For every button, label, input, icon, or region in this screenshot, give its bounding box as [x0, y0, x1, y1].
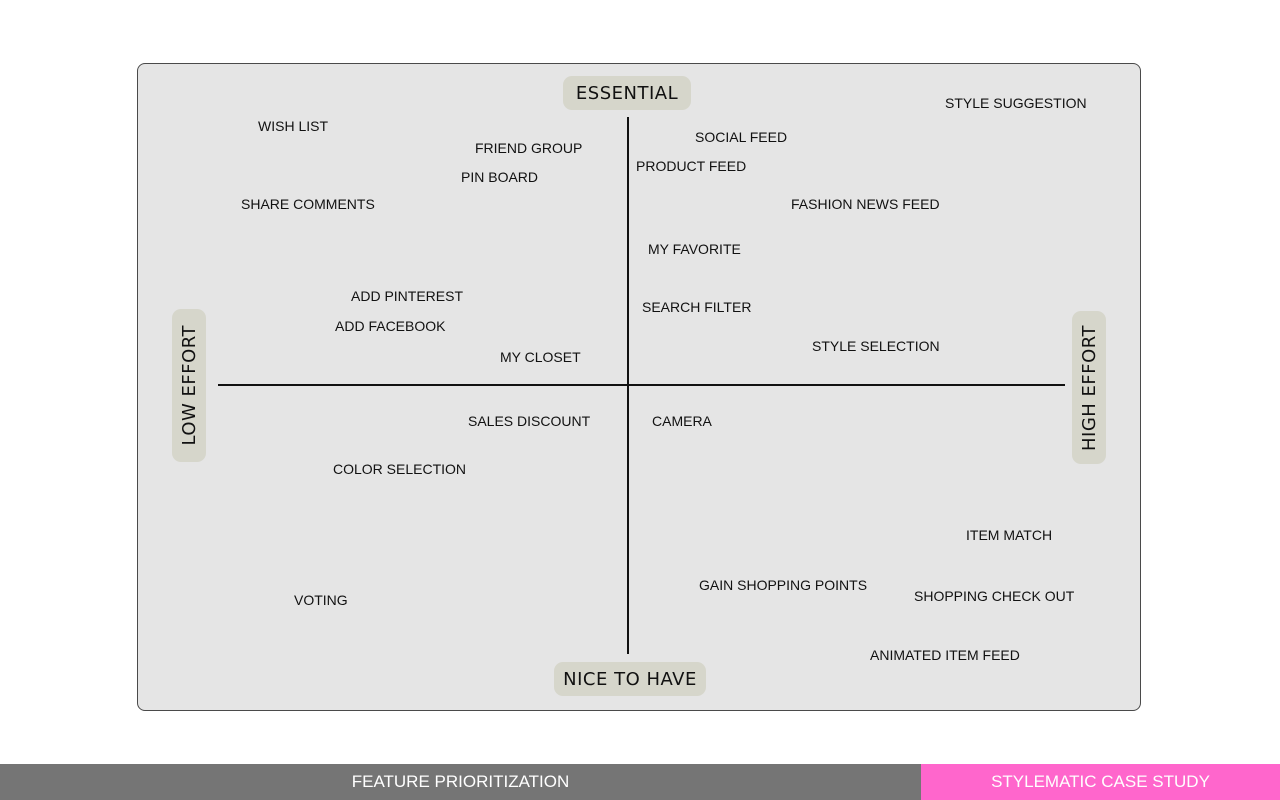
feature-share-comments: SHARE COMMENTS — [241, 196, 375, 212]
feature-sales-discount: SALES DISCOUNT — [468, 413, 591, 429]
feature-fashion-news-feed: FASHION NEWS FEED — [791, 196, 940, 212]
footer-project-title: STYLEMATIC CASE STUDY — [921, 764, 1280, 800]
feature-search-filter: SEARCH FILTER — [642, 299, 752, 315]
feature-add-pinterest: ADD PINTEREST — [351, 288, 464, 304]
feature-pin-board: PIN BOARD — [461, 169, 539, 185]
feature-camera: CAMERA — [652, 413, 712, 429]
priority-axis-line — [627, 117, 629, 654]
feature-friend-group: FRIEND GROUP — [475, 140, 583, 156]
feature-voting: VOTING — [294, 592, 348, 608]
feature-animated-item-feed: ANIMATED ITEM FEED — [870, 647, 1020, 663]
feature-color-selection: COLOR SELECTION — [333, 461, 467, 477]
footer-section-title: FEATURE PRIORITIZATION — [0, 764, 921, 800]
axis-label-nice-to-have: NICE TO HAVE — [554, 662, 706, 696]
feature-style-suggestion: STYLE SUGGESTION — [945, 95, 1087, 111]
axis-label-low-effort-pill: LOW EFFORT — [172, 309, 206, 462]
feature-style-selection: STYLE SELECTION — [812, 338, 940, 354]
axis-label-essential: ESSENTIAL — [563, 76, 691, 110]
feature-my-favorite: MY FAVORITE — [648, 241, 741, 257]
feature-item-match: ITEM MATCH — [966, 527, 1053, 543]
feature-shopping-check-out: SHOPPING CHECK OUT — [914, 588, 1075, 604]
feature-add-facebook: ADD FACEBOOK — [335, 318, 446, 334]
prioritization-matrix — [137, 63, 1141, 711]
feature-social-feed: SOCIAL FEED — [695, 129, 788, 145]
feature-my-closet: MY CLOSET — [500, 349, 581, 365]
axis-label-high-effort: HIGH EFFORT — [1078, 324, 1100, 451]
feature-wish-list: WISH LIST — [258, 118, 329, 134]
axis-label-high-effort-pill: HIGH EFFORT — [1072, 311, 1106, 464]
feature-gain-shopping-points: GAIN SHOPPING POINTS — [699, 577, 868, 593]
feature-product-feed: PRODUCT FEED — [636, 158, 747, 174]
effort-axis-line — [218, 384, 1065, 386]
axis-label-low-effort: LOW EFFORT — [178, 325, 200, 446]
